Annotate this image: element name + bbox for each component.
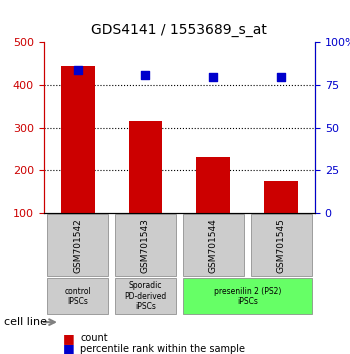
Text: percentile rank within the sample: percentile rank within the sample [80, 344, 245, 354]
Title: GDS4141 / 1553689_s_at: GDS4141 / 1553689_s_at [91, 23, 267, 37]
Text: ■: ■ [63, 342, 75, 354]
FancyBboxPatch shape [115, 214, 176, 276]
FancyBboxPatch shape [183, 278, 312, 314]
Text: ■: ■ [63, 332, 75, 344]
Text: cell line: cell line [4, 317, 47, 327]
Bar [264, 181, 298, 213]
FancyBboxPatch shape [115, 278, 176, 314]
Text: presenilin 2 (PS2)
iPSCs: presenilin 2 (PS2) iPSCs [214, 287, 281, 306]
FancyBboxPatch shape [183, 214, 244, 276]
Bar [128, 121, 162, 213]
Point [143, 72, 148, 78]
Bar [196, 158, 230, 213]
Text: GSM701543: GSM701543 [141, 218, 150, 273]
Text: control
IPSCs: control IPSCs [64, 287, 91, 306]
FancyBboxPatch shape [47, 278, 108, 314]
FancyBboxPatch shape [251, 214, 312, 276]
Point [75, 67, 80, 73]
Point [278, 74, 284, 79]
Point [210, 74, 216, 79]
Text: GSM701542: GSM701542 [73, 218, 82, 273]
Text: GSM701544: GSM701544 [209, 218, 218, 273]
FancyBboxPatch shape [47, 214, 108, 276]
Text: GSM701545: GSM701545 [276, 218, 286, 273]
Bar [61, 66, 94, 213]
Text: count: count [80, 333, 108, 343]
Text: Sporadic
PD-derived
iPSCs: Sporadic PD-derived iPSCs [124, 281, 167, 311]
